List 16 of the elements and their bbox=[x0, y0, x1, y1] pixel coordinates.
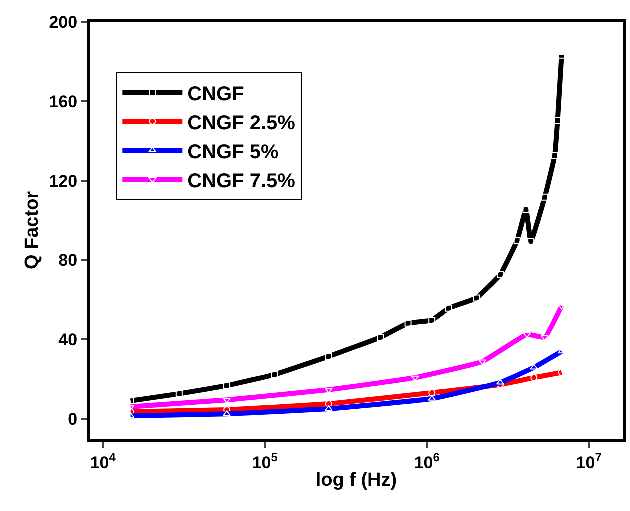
y-tick-label: 160 bbox=[49, 92, 78, 112]
legend-label: CNGF 2.5% bbox=[188, 112, 296, 134]
y-tick-label: 40 bbox=[58, 330, 78, 350]
y-axis-title: Q Factor bbox=[22, 190, 44, 270]
y-tick-label: 120 bbox=[49, 172, 78, 191]
legend-label: CNGF 5% bbox=[188, 141, 279, 164]
y-tick-label: 0 bbox=[68, 410, 78, 430]
legend-label: CNGF 7.5% bbox=[188, 170, 296, 192]
x-axis-title: log f (Hz) bbox=[316, 470, 398, 492]
x-tick-label: 10$^{5}$ bbox=[252, 450, 278, 472]
y-tick-label: 80 bbox=[58, 251, 78, 270]
x-tick-label: 10$^{4}$ bbox=[90, 450, 116, 472]
y-tick-label: 200 bbox=[49, 12, 78, 32]
legend-label: CNGF bbox=[188, 83, 244, 106]
x-tick-label: 10$^{7}$ bbox=[576, 450, 602, 472]
x-tick-label: 10$^{6}$ bbox=[414, 450, 440, 472]
